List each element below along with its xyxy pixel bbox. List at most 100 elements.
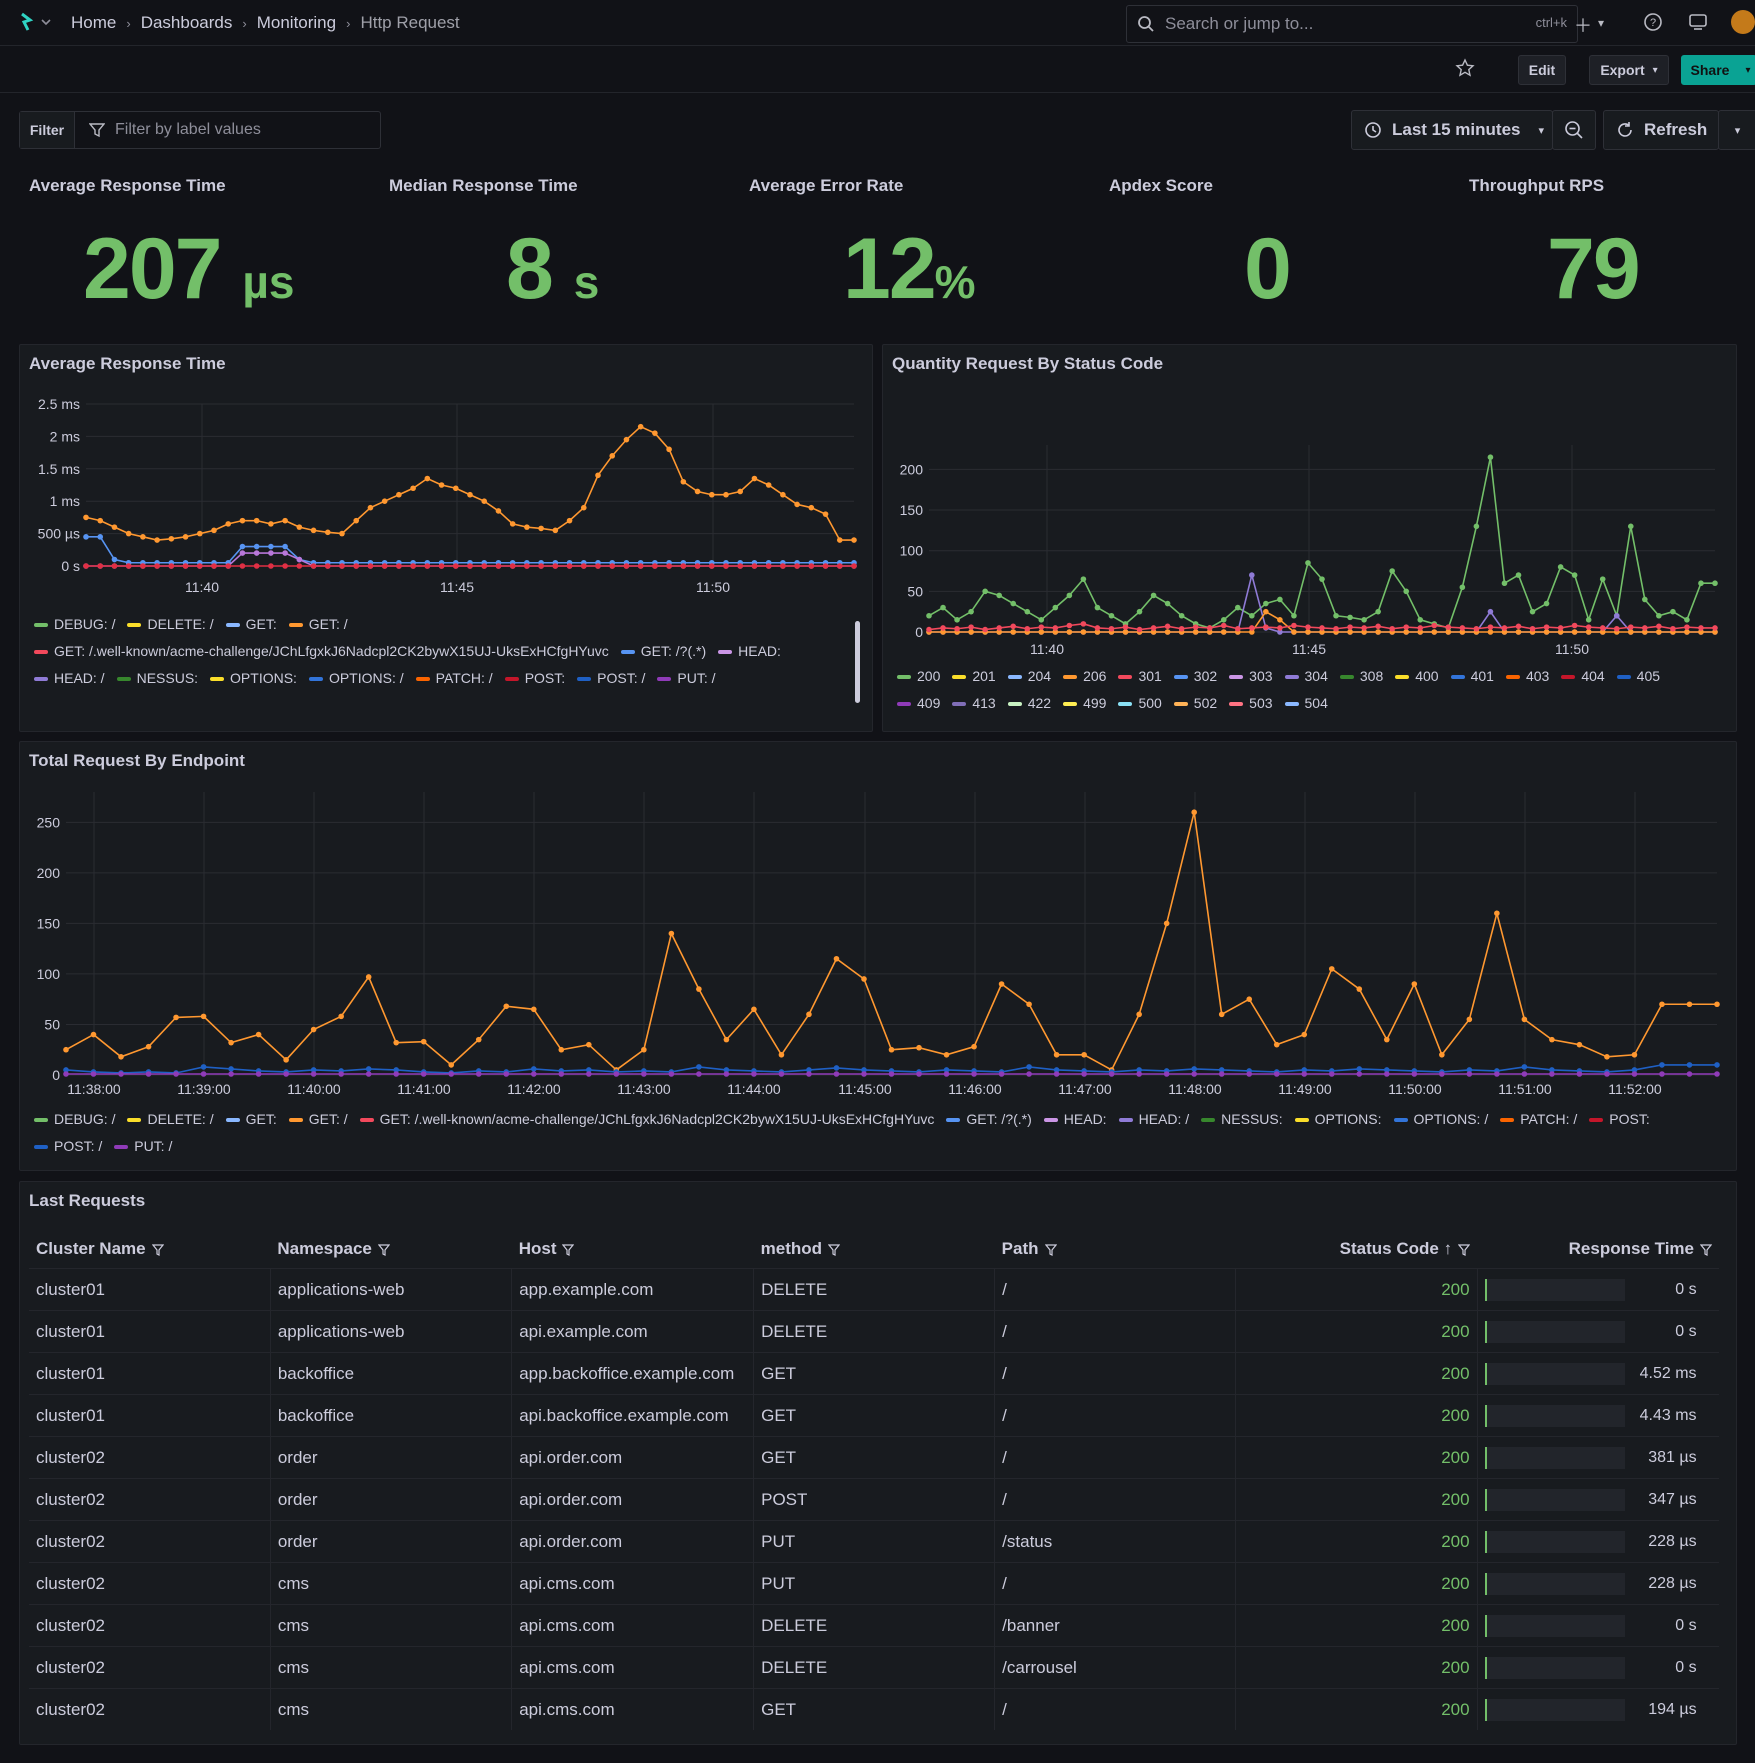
legend-item[interactable]: OPTIONS: / [308, 665, 404, 692]
plus-icon[interactable]: ＋ [1574, 16, 1592, 36]
grafana-logo-icon[interactable] [18, 12, 52, 37]
zoom-out-button[interactable] [1552, 110, 1596, 150]
legend-item[interactable]: 413 [952, 690, 996, 717]
legend-item[interactable]: DEBUG: / [34, 1106, 115, 1133]
legend-item[interactable]: DEBUG: / [34, 611, 115, 638]
table-row[interactable]: cluster02 cms api.cms.com PUT/200 228 µs [29, 1562, 1719, 1605]
column-header-namespace[interactable]: Namespace [270, 1230, 511, 1269]
legend-item[interactable]: 400 [1395, 663, 1439, 690]
legend-item[interactable]: 409 [897, 690, 940, 717]
refresh-interval-button[interactable]: ▾ [1718, 110, 1755, 150]
legend-item[interactable]: PUT: / [657, 665, 716, 692]
legend-item[interactable]: 502 [1173, 690, 1217, 717]
help-icon[interactable]: ? [1643, 12, 1663, 37]
legend-scrollbar[interactable] [853, 607, 863, 717]
legend-item[interactable]: PUT: / [114, 1133, 172, 1160]
legend-item[interactable]: GET: /.well-known/acme-challenge/JChLfgx… [34, 638, 609, 665]
legend-item[interactable]: PATCH: / [1500, 1106, 1577, 1133]
legend-item[interactable]: 405 [1616, 663, 1660, 690]
legend-item[interactable]: 499 [1063, 690, 1106, 717]
legend-item[interactable]: 422 [1007, 690, 1051, 717]
legend-item[interactable]: OPTIONS: / [1393, 1106, 1488, 1133]
legend-item[interactable]: 200 [897, 663, 940, 690]
share-menu-button[interactable]: ▾ [1739, 55, 1755, 85]
legend-item[interactable]: GET: [225, 611, 277, 638]
legend-item[interactable]: 503 [1229, 690, 1273, 717]
search-input[interactable]: Search or jump to... ctrl+k [1126, 5, 1578, 43]
legend-item[interactable]: 504 [1284, 690, 1328, 717]
breadcrumb-home[interactable]: Home [71, 13, 117, 32]
legend-item[interactable]: POST: / [577, 665, 645, 692]
legend-item[interactable]: 204 [1007, 663, 1051, 690]
funnel-icon[interactable] [1458, 1243, 1471, 1256]
legend-item[interactable]: 301 [1118, 663, 1162, 690]
legend-item[interactable]: DELETE: / [127, 1106, 214, 1133]
table-row[interactable]: cluster01 backoffice api.backoffice.exampl… [29, 1394, 1719, 1437]
legend-item[interactable]: 206 [1063, 663, 1106, 690]
legend-item[interactable]: HEAD: [718, 638, 781, 665]
table-row[interactable]: cluster02 order api.order.com GET/200 381 µs [29, 1436, 1719, 1479]
legend-item[interactable]: 302 [1173, 663, 1217, 690]
legend-item[interactable]: NESSUS: [116, 665, 198, 692]
star-icon[interactable] [1455, 58, 1475, 83]
column-header-status-code[interactable]: Status Code ↑ [1236, 1230, 1477, 1269]
chevron-down-icon[interactable]: ▾ [1598, 16, 1605, 30]
funnel-icon[interactable] [151, 1243, 164, 1256]
legend-item[interactable]: 500 [1118, 690, 1162, 717]
funnel-icon[interactable] [828, 1243, 841, 1256]
legend-item[interactable]: GET: /?(.*) [620, 638, 706, 665]
avatar[interactable] [1731, 10, 1755, 34]
legend-item[interactable]: OPTIONS: [210, 665, 297, 692]
legend-item[interactable]: POST: [1589, 1106, 1650, 1133]
breadcrumb-dashboards[interactable]: Dashboards [140, 13, 233, 32]
legend-item[interactable]: GET: / [288, 611, 348, 638]
table-row[interactable]: cluster02 cms api.cms.com DELETE/banner 200 0… [29, 1604, 1719, 1647]
legend-item[interactable]: GET: [225, 1106, 277, 1133]
legend-item[interactable]: HEAD: [1043, 1106, 1107, 1133]
funnel-icon[interactable] [1700, 1243, 1712, 1256]
status-code-chart[interactable]: 0 50 100 150 200 11:40 11:45 11:50 [883, 345, 1736, 655]
legend-item[interactable]: POST: / [34, 1133, 102, 1160]
share-button[interactable]: Share [1681, 55, 1739, 85]
refresh-button[interactable]: Refresh [1603, 110, 1719, 150]
table-row[interactable]: cluster02 order api.order.com POST/200 347 µ… [29, 1478, 1719, 1521]
legend-item[interactable]: POST: [504, 665, 565, 692]
legend-item[interactable]: 401 [1450, 663, 1494, 690]
endpoint-chart[interactable]: 0 50 100 150 200 250 11:38:00 11:39:00 11:40:00 1… [20, 742, 1736, 1102]
legend-item[interactable]: NESSUS: [1201, 1106, 1283, 1133]
table-row[interactable]: cluster01 applications-web app.example.com… [29, 1268, 1719, 1311]
funnel-icon[interactable] [377, 1243, 390, 1256]
column-header-method[interactable]: method [754, 1230, 995, 1269]
legend-item[interactable]: 201 [952, 663, 996, 690]
funnel-icon[interactable] [1044, 1243, 1057, 1256]
legend-item[interactable]: 404 [1561, 663, 1605, 690]
column-header-host[interactable]: Host [512, 1230, 754, 1269]
table-row[interactable]: cluster02 cms api.cms.com GET/200 194 µs [29, 1688, 1719, 1730]
legend-item[interactable]: HEAD: / [1118, 1106, 1189, 1133]
legend-item[interactable]: 303 [1229, 663, 1273, 690]
legend-item[interactable]: GET: / [288, 1106, 348, 1133]
funnel-icon[interactable] [562, 1243, 575, 1256]
column-header-response-time[interactable]: Response Time [1477, 1230, 1719, 1269]
legend-item[interactable]: 308 [1339, 663, 1383, 690]
news-icon[interactable] [1688, 12, 1708, 37]
legend-item[interactable]: DELETE: / [127, 611, 214, 638]
legend-item[interactable]: HEAD: / [34, 665, 105, 692]
time-range-picker[interactable]: Last 15 minutes ▾ [1351, 110, 1553, 150]
breadcrumb-monitoring[interactable]: Monitoring [256, 13, 337, 32]
table-row[interactable]: cluster01 applications-web api.example.com… [29, 1310, 1719, 1353]
table-row[interactable]: cluster02 order api.order.com PUT/status 200… [29, 1520, 1719, 1563]
legend-item[interactable]: 304 [1284, 663, 1328, 690]
column-header-path[interactable]: Path [995, 1230, 1236, 1269]
export-button[interactable]: Export ▾ [1589, 55, 1669, 85]
legend-item[interactable]: GET: /.well-known/acme-challenge/JChLfgx… [359, 1106, 934, 1133]
sort-ascending-icon[interactable]: ↑ [1443, 1239, 1453, 1258]
label-filter[interactable]: Filter Filter by label values [19, 111, 381, 149]
legend-item[interactable]: PATCH: / [415, 665, 493, 692]
legend-item[interactable]: 403 [1505, 663, 1549, 690]
column-header-cluster[interactable]: Cluster Name [29, 1230, 270, 1269]
table-row[interactable]: cluster01 backoffice app.backoffice.exampl… [29, 1352, 1719, 1395]
average-response-time-chart[interactable]: 0 s 500 µs 1 ms 1.5 ms 2 ms 2.5 ms 11:40 11:45 1… [20, 385, 872, 655]
edit-button[interactable]: Edit [1518, 55, 1566, 85]
legend-item[interactable]: OPTIONS: [1294, 1106, 1382, 1133]
